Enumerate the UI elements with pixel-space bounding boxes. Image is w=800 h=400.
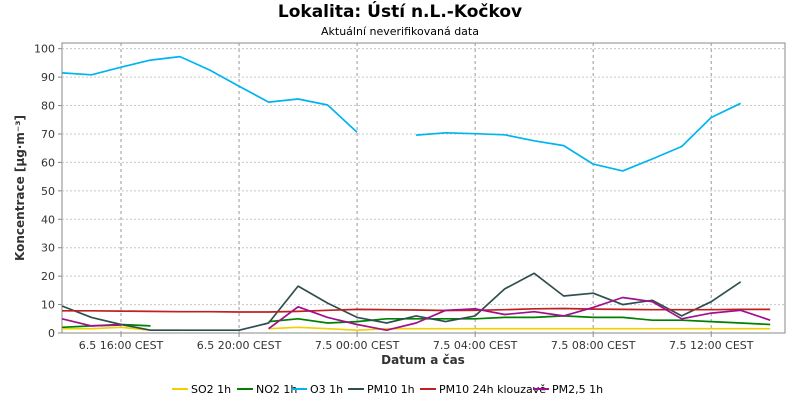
- legend: SO2 1h NO2 1h O3 1h PM10 1h PM10 24h klouzav…: [172, 383, 603, 396]
- axes: 0 10 20 30 40 50 60 70 80 90 100 6.5 16:00 CEST 6.5 …: [34, 43, 754, 352]
- legend-item: PM2,5 1h: [533, 383, 603, 396]
- y-tick-label: 10: [41, 299, 55, 312]
- y-tick-label: 50: [41, 185, 55, 198]
- series-line: [62, 307, 771, 313]
- series-4: [61, 272, 742, 332]
- legend-label: O3 1h: [310, 383, 343, 396]
- series-line: [268, 326, 771, 332]
- x-tick-label: 7.5 04:00 CEST: [433, 339, 518, 352]
- chart-subtitle: Aktuální neverifikovaná data: [321, 25, 479, 38]
- y-axis-label: Koncentrace [µg·m⁻³]: [13, 115, 27, 261]
- y-tick-label: 30: [41, 242, 55, 255]
- series-line: [416, 102, 742, 172]
- legend-item: PM10 24h klouzavě: [420, 383, 546, 396]
- legend-item: NO2 1h: [237, 383, 297, 396]
- x-axis-label: Datum a čas: [381, 353, 465, 367]
- series-6: [61, 296, 771, 332]
- legend-item: PM10 1h: [348, 383, 415, 396]
- y-tick-label: 40: [41, 213, 55, 226]
- x-tick-label: 7.5 00:00 CEST: [315, 339, 400, 352]
- legend-label: PM10 24h klouzavě: [439, 383, 546, 396]
- legend-label: NO2 1h: [256, 383, 297, 396]
- series-5: [62, 307, 771, 313]
- y-tick-label: 80: [41, 100, 55, 113]
- x-tick-label: 7.5 08:00 CEST: [551, 339, 636, 352]
- x-tick-label: 6.5 20:00 CEST: [197, 339, 282, 352]
- x-tick-label: 6.5 16:00 CEST: [79, 339, 164, 352]
- y-tick-label: 90: [41, 71, 55, 84]
- series-3: [61, 55, 742, 172]
- y-tick-label: 70: [41, 128, 55, 141]
- legend-label: PM10 1h: [367, 383, 415, 396]
- y-tick-label: 0: [48, 327, 55, 340]
- series-layer: [61, 55, 771, 332]
- x-tick-label: 7.5 12:00 CEST: [669, 339, 754, 352]
- series-line: [268, 296, 771, 332]
- y-tick-label: 100: [34, 43, 55, 56]
- legend-label: PM2,5 1h: [552, 383, 603, 396]
- series-line: [61, 55, 358, 133]
- plot-area: [61, 42, 786, 334]
- series-line: [61, 272, 742, 332]
- legend-label: SO2 1h: [191, 383, 231, 396]
- series-line: [268, 315, 771, 326]
- series-line: [61, 317, 122, 327]
- legend-item: SO2 1h: [172, 383, 231, 396]
- y-tick-label: 20: [41, 270, 55, 283]
- y-tick-label: 60: [41, 156, 55, 169]
- legend-item: O3 1h: [291, 383, 343, 396]
- chart-title: Lokalita: Ústí n.L.-Kočkov: [278, 0, 522, 22]
